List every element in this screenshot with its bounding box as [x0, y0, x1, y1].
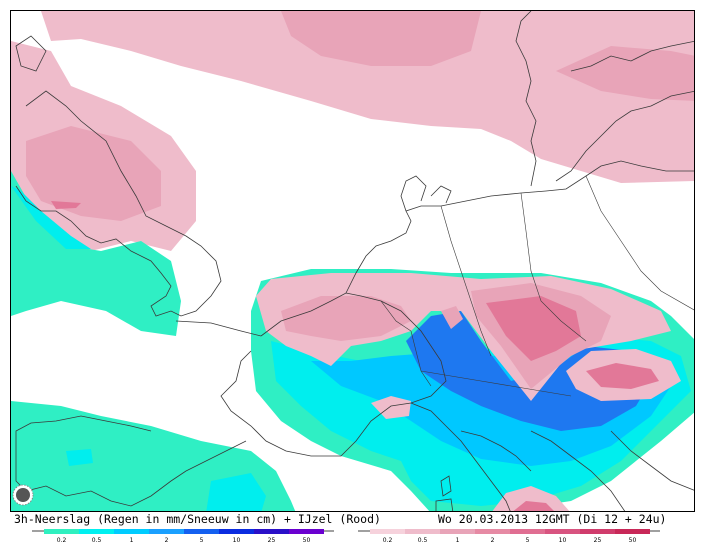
coastline-iberia — [15, 415, 247, 507]
snow-area-southwest-spot — [66, 449, 93, 466]
legend-rain-tick-label: 0.5 — [92, 537, 102, 544]
legend-rain-tick-label: 2 — [165, 537, 169, 544]
precip-fields — [11, 11, 694, 511]
map-caption: 3h-Neerslag (Regen in mm/Sneeuw in cm) +… — [14, 512, 694, 526]
snow-area-west-cyan — [11, 186, 91, 249]
border-germany-east — [440, 205, 492, 357]
legend-rain-swatch — [44, 529, 79, 534]
legend-ice-swatch — [405, 529, 440, 534]
legends: 0.2 0.5 1 2 5 10 25 50 0.2 0.5 1 2 5 10 25 50 — [0, 526, 705, 546]
coastline-baltic — [440, 160, 694, 207]
legend-rain-tick-label: 25 — [268, 537, 276, 544]
precip-area-ne — [556, 46, 694, 101]
coastline-italy — [410, 402, 532, 511]
legend-rain-swatch — [114, 529, 149, 534]
precip-area-west-core — [26, 126, 161, 221]
legend-ice-swatch — [475, 529, 510, 534]
legend-ice-swatch — [370, 529, 405, 534]
legend-ice-tick-label: 10 — [559, 537, 567, 544]
snow-area-central-blue — [406, 311, 651, 431]
snow-area-southwest-cyan — [206, 473, 266, 511]
border-denmark — [400, 175, 452, 212]
legend-rain-tick-label: 10 — [233, 537, 241, 544]
legend-rain-swatch — [184, 529, 219, 534]
caption-timestamp: Wo 20.03.2013 12GMT (Di 12 + 24u) — [438, 512, 667, 526]
legend-ice-swatch — [580, 529, 615, 534]
coastline-corsica — [440, 475, 452, 497]
coastline-gb — [15, 90, 222, 317]
border-poland — [520, 192, 587, 342]
precip-area-west-spot — [51, 201, 81, 209]
legend-rain-swatch — [219, 529, 254, 534]
coastline-scandinavia — [515, 11, 694, 187]
border-france-germany — [380, 300, 432, 387]
coastline-ireland — [15, 35, 47, 72]
precipitation-map — [11, 11, 694, 511]
precip-area-south — [492, 486, 570, 511]
legend-ice-tick-label: 2 — [491, 537, 495, 544]
legend-ice: 0.2 0.5 1 2 5 10 25 50 — [358, 529, 660, 544]
country-borders — [380, 175, 694, 397]
legend-rain-tick-label: 50 — [303, 537, 311, 544]
map-frame — [10, 10, 695, 512]
legend-ice-swatch — [510, 529, 545, 534]
legend-rain-tick-label: 0.2 — [57, 537, 67, 544]
precip-area-central-core — [281, 296, 411, 341]
sun-logo-icon — [12, 484, 34, 506]
snow-area-west — [11, 171, 181, 336]
legend-svg: 0.2 0.5 1 2 5 10 25 50 0.2 0.5 1 2 5 10 25 50 — [32, 529, 660, 544]
legend-ice-swatch — [545, 529, 580, 534]
border-alps — [420, 370, 572, 397]
coastline-channel — [175, 320, 262, 337]
caption-title: 3h-Neerslag (Regen in mm/Sneeuw in cm) +… — [14, 512, 381, 526]
legend-ice-tick-label: 0.5 — [418, 537, 428, 544]
legend-rain: 0.2 0.5 1 2 5 10 25 50 — [32, 529, 334, 544]
legend-rain-swatch — [289, 529, 324, 534]
precip-area-spot — [441, 306, 463, 329]
precip-area-north-core — [281, 11, 481, 66]
border-benelux — [345, 205, 441, 294]
precip-area-south-core — [513, 501, 554, 511]
legend-rain-swatch — [79, 529, 114, 534]
precip-area-far-east-core — [586, 363, 659, 389]
legend-rain-tick-label: 5 — [200, 537, 204, 544]
legend-rain-swatch — [254, 529, 289, 534]
legend-ice-swatch — [440, 529, 475, 534]
legend-ice-tick-label: 0.2 — [383, 537, 393, 544]
coastline-sardinia — [435, 498, 454, 511]
legend-ice-tick-label: 50 — [629, 537, 637, 544]
legend-ice-swatch — [615, 529, 650, 534]
precip-area-north — [41, 11, 694, 183]
legend-ice-tick-label: 1 — [456, 537, 460, 544]
legend-rain-tick-label: 1 — [130, 537, 134, 544]
legend-ice-tick-label: 5 — [526, 537, 530, 544]
legend-rain-swatch — [149, 529, 184, 534]
precip-area-east-max — [486, 296, 581, 361]
legend-ice-tick-label: 25 — [594, 537, 602, 544]
coastlines — [15, 11, 694, 511]
border-east — [585, 175, 694, 311]
coastline-balkans — [530, 430, 694, 511]
